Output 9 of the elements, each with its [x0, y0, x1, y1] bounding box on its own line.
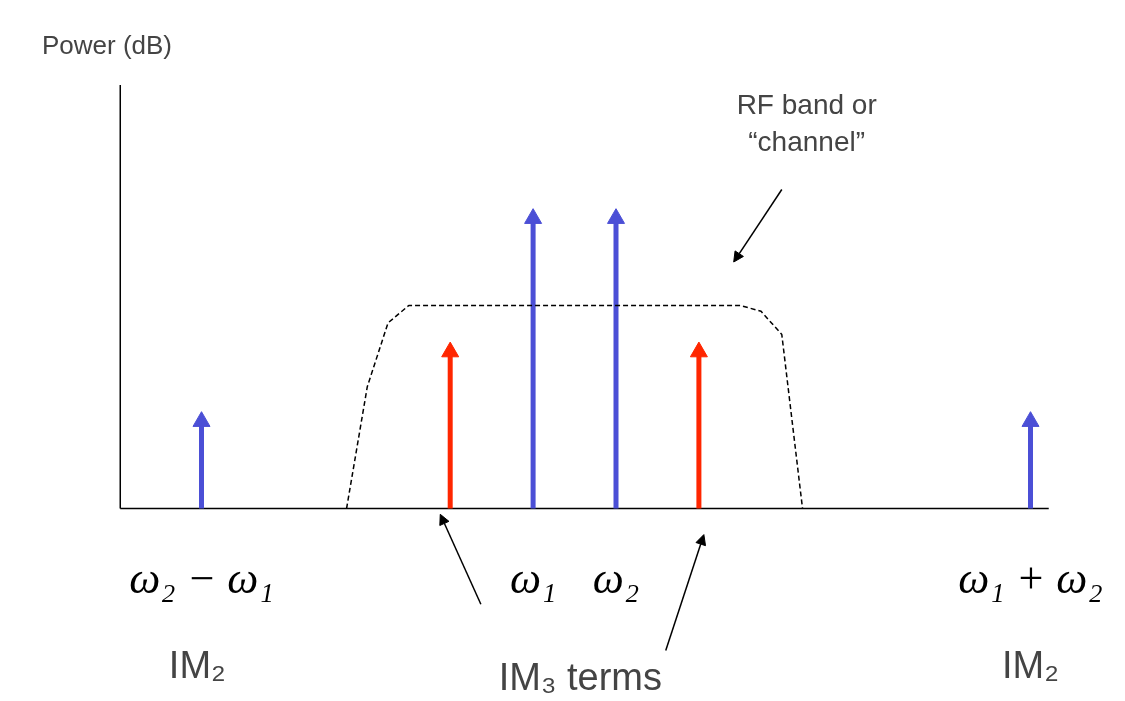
text: IM₂	[168, 644, 226, 687]
text: RF band or “channel”	[736, 88, 877, 157]
x-tick-label: ω₂	[592, 553, 640, 603]
text: IM₂	[1002, 644, 1059, 687]
text: Power (dB)	[41, 29, 173, 60]
x-tick-label: ω₁ + ω₂	[958, 553, 1103, 603]
x-tick-label: ω₁	[509, 553, 557, 603]
x-tick-label: ω₂ − ω₁	[129, 553, 274, 603]
text: IM₃ terms	[498, 655, 662, 698]
